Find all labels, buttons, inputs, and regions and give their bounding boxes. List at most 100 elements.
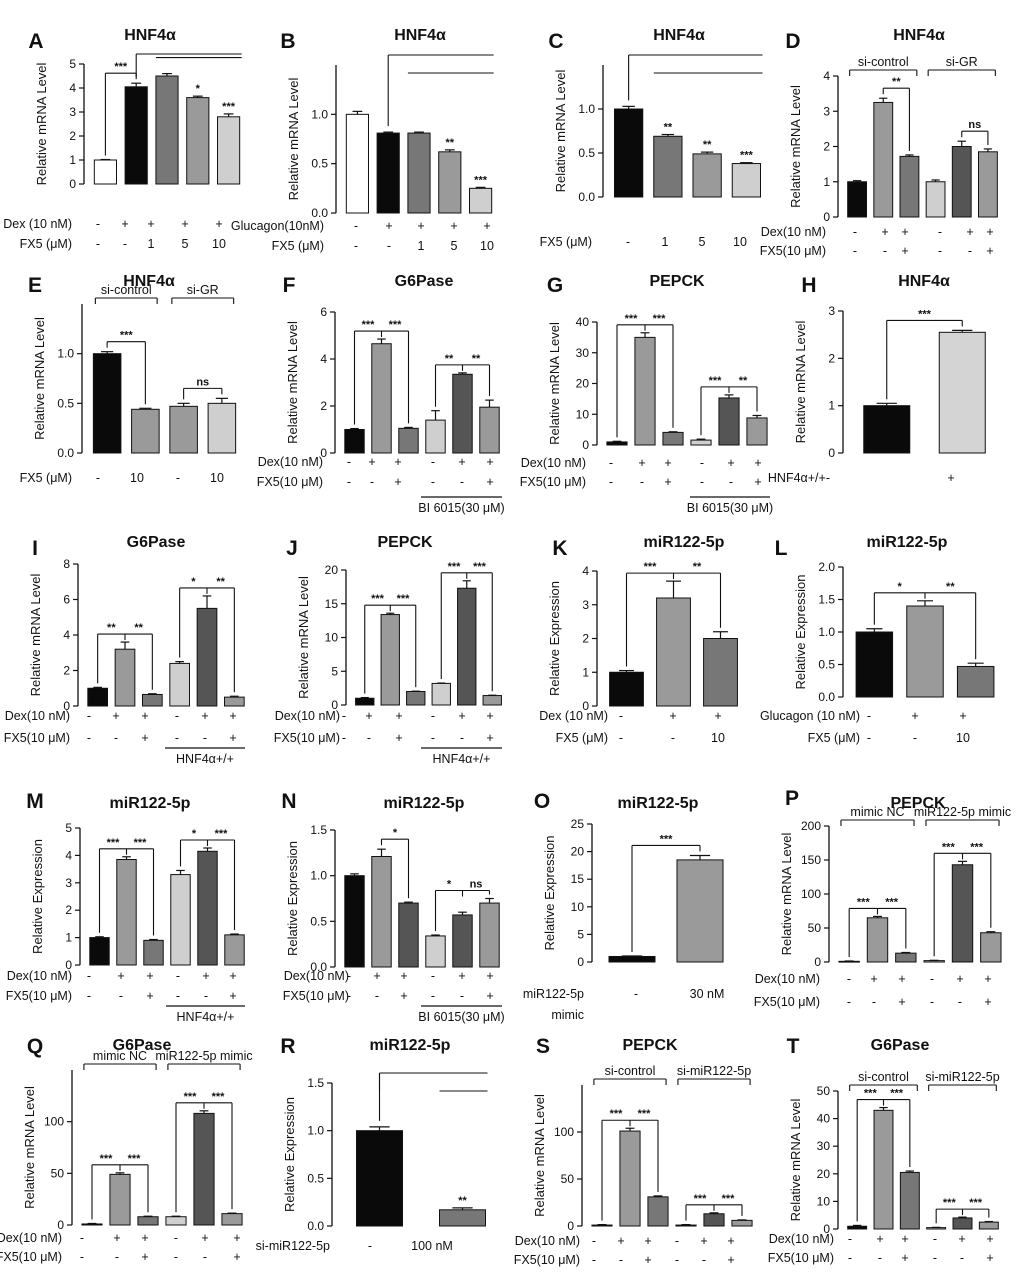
condition-label: FX5 (μM)	[808, 731, 860, 745]
y-tick-label: 15	[571, 872, 585, 886]
significance-label: ***	[890, 1088, 904, 1100]
condition-value: -	[460, 475, 464, 489]
bar	[662, 431, 684, 446]
condition-value: -	[938, 244, 942, 258]
chart-title: HNF4α	[898, 273, 950, 290]
bar	[438, 151, 462, 214]
y-tick-label: 1	[582, 665, 589, 679]
y-axis-label: Relative Expression	[282, 1097, 297, 1212]
group-label: si-miR122-5p	[925, 1070, 999, 1084]
group-label: si-control	[858, 1070, 909, 1084]
condition-value: +	[147, 217, 154, 231]
condition-value: 10	[130, 471, 144, 485]
significance-label: ***	[134, 837, 148, 849]
condition-value: -	[460, 989, 464, 1003]
chart-title: miR122-5p	[618, 795, 699, 812]
condition-value: 10	[711, 731, 725, 745]
condition-value: +	[373, 969, 380, 983]
y-tick-label: 10	[576, 407, 590, 421]
condition-value: +	[141, 709, 148, 723]
condition-value: +	[984, 972, 991, 986]
condition-value: -	[968, 244, 972, 258]
y-tick-label: 100	[44, 1115, 64, 1129]
bar	[371, 855, 392, 968]
condition-value: -	[87, 989, 91, 1003]
group-underline-label: BI 6015(30 μM)	[418, 1010, 504, 1024]
y-tick-label: 0	[567, 1219, 574, 1233]
bar	[746, 417, 768, 446]
condition-label: FX5 (μM)	[556, 731, 608, 745]
condition-value: +	[233, 1231, 240, 1245]
bar	[951, 864, 974, 963]
y-tick-label: 50	[51, 1166, 65, 1180]
chart-title: G6Pase	[127, 534, 186, 551]
bar	[951, 146, 972, 218]
bar	[980, 932, 1002, 963]
bar	[345, 113, 369, 214]
condition-value: -	[592, 1253, 596, 1267]
bar	[675, 1224, 697, 1227]
condition-value: -	[848, 1232, 852, 1246]
bar	[406, 691, 426, 706]
condition-value: +	[141, 731, 148, 745]
condition-value: +	[117, 969, 124, 983]
condition-value: 10	[212, 237, 226, 251]
condition-label: Dex(10 nM)	[755, 972, 820, 986]
y-tick-label: 0	[320, 446, 327, 460]
condition-label: si-miR122-5p	[256, 1239, 330, 1253]
bar	[479, 406, 500, 454]
condition-label: Dex(10 nM)	[515, 1234, 580, 1248]
bar	[143, 939, 164, 966]
condition-value: +	[638, 456, 645, 470]
condition-value: -	[87, 969, 91, 983]
bar	[87, 687, 109, 707]
bar	[906, 605, 944, 698]
condition-value: +	[385, 219, 392, 233]
condition-value: +	[617, 1234, 624, 1248]
condition-value: -	[347, 969, 351, 983]
condition-value: +	[986, 1232, 993, 1246]
condition-label: Glucagon(10nM)	[231, 219, 324, 233]
condition-value: -	[675, 1253, 679, 1267]
y-axis-label: Relative mRNA Level	[793, 320, 808, 443]
condition-value: +	[201, 709, 208, 723]
y-tick-label: 30	[817, 1139, 831, 1153]
panel-f: F G6Pase 0 2 4 6 Relative mRNA Level Dex(10 nM)…	[257, 273, 505, 515]
condition-label: Dex(10 nM)	[284, 969, 349, 983]
y-tick-label: 3	[582, 598, 589, 612]
y-tick-label: 1.5	[310, 823, 327, 837]
bar	[469, 187, 493, 214]
group-label: si-GR	[946, 55, 978, 69]
condition-label: FX5(10 μM)	[514, 1253, 580, 1267]
condition-value: +	[400, 989, 407, 1003]
group-label: miR122-5p mimic	[914, 805, 1011, 819]
y-tick-label: 5	[331, 664, 338, 678]
condition-value: -	[342, 709, 346, 723]
condition-value: 1	[418, 239, 425, 253]
significance-label: ***	[942, 841, 956, 853]
y-tick-label: 4	[320, 352, 327, 366]
group-underline-label: BI 6015(30 μM)	[687, 501, 773, 515]
condition-value: -	[853, 225, 857, 239]
panel-letter: L	[775, 537, 788, 560]
bar	[217, 116, 241, 185]
y-tick-label: 8	[63, 557, 70, 571]
bar	[899, 1171, 920, 1230]
condition-label: FX5(10 μM)	[257, 475, 323, 489]
panel-letter: I	[32, 537, 38, 560]
significance-label: *	[192, 828, 197, 840]
condition-value: -	[174, 1231, 178, 1245]
y-tick-label: 5	[577, 927, 584, 941]
y-tick-label: 150	[801, 853, 821, 867]
condition-value: +	[727, 456, 734, 470]
bar	[196, 607, 218, 707]
condition-label: FX5(10 μM)	[4, 731, 70, 745]
y-tick-label: 2.0	[818, 560, 835, 574]
panel-letter: K	[552, 537, 567, 560]
condition-label: Dex(10 nM)	[769, 1232, 834, 1246]
condition-value: +	[181, 217, 188, 231]
y-tick-label: 0.5	[311, 157, 328, 171]
